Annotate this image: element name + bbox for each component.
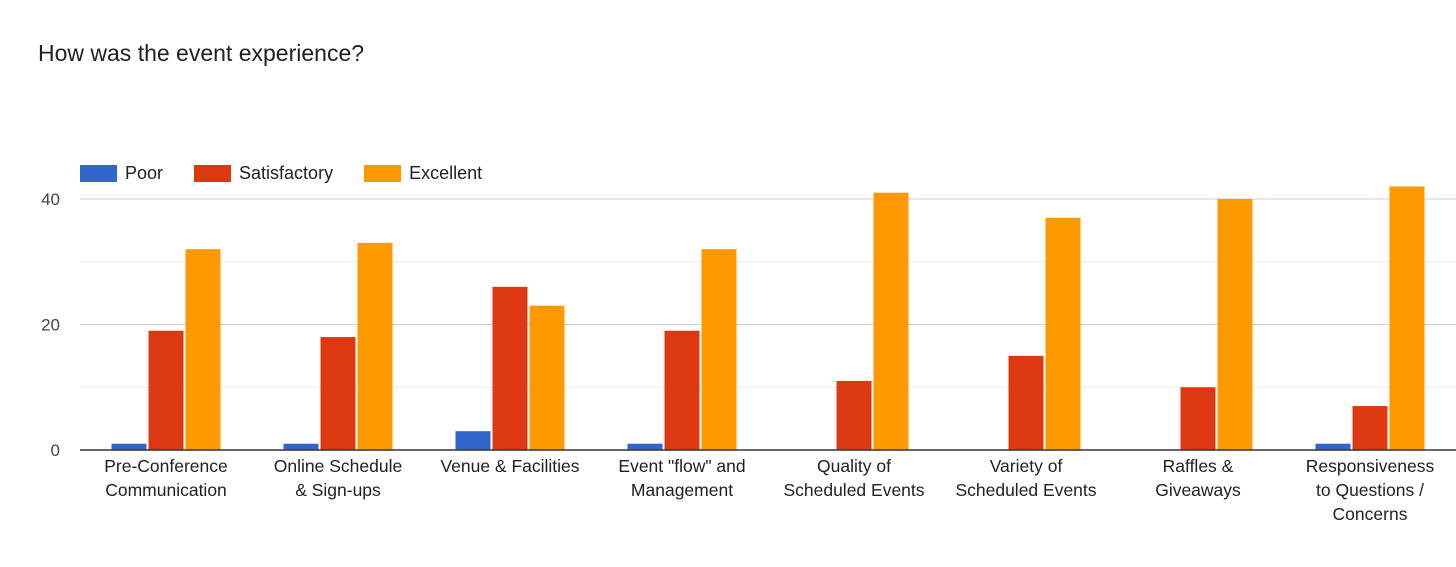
bar-satisfactory-6[interactable] <box>1180 387 1216 450</box>
legend-entry-satisfactory[interactable]: Satisfactory <box>194 163 333 184</box>
bar-poor-3[interactable] <box>627 443 663 450</box>
x-category-label-line: Giveaways <box>1155 480 1241 500</box>
x-category-label-line: Communication <box>105 480 227 500</box>
x-category-label: Quality of Scheduled Events <box>783 456 924 500</box>
x-category-label: Responsiveness to Questions / Concerns <box>1306 456 1435 524</box>
bar-satisfactory-2[interactable] <box>492 286 528 450</box>
bar-satisfactory-3[interactable] <box>664 330 700 450</box>
bar-satisfactory-5[interactable] <box>1008 355 1044 450</box>
x-category-label: Venue & Facilities <box>440 456 579 476</box>
bar-poor-2[interactable] <box>455 431 491 450</box>
y-tick-label: 40 <box>41 190 60 209</box>
x-category-label-line: Pre-Conference <box>104 456 228 476</box>
bar-poor-0[interactable] <box>111 443 147 450</box>
legend-label-poor: Poor <box>125 163 164 183</box>
x-category-label-line: Management <box>631 480 733 500</box>
x-category-label-line: Scheduled Events <box>955 480 1096 500</box>
x-category-label-line: Venue & Facilities <box>440 456 579 476</box>
bar-satisfactory-4[interactable] <box>836 380 872 450</box>
bar-satisfactory-7[interactable] <box>1352 406 1388 450</box>
x-category-label-line: Quality of <box>817 456 891 476</box>
legend: Poor Satisfactory Excellent <box>80 163 513 184</box>
x-category-label-line: Online Schedule <box>274 456 402 476</box>
x-category-label-line: Raffles & <box>1163 456 1234 476</box>
bar-excellent-2[interactable] <box>529 305 565 450</box>
x-category-label-line: Responsiveness <box>1306 456 1435 476</box>
x-category-label-line: Event "flow" and <box>618 456 745 476</box>
x-category-label-line: Concerns <box>1333 504 1408 524</box>
bar-excellent-5[interactable] <box>1045 217 1081 450</box>
bar-excellent-7[interactable] <box>1389 186 1425 450</box>
legend-label-excellent: Excellent <box>409 163 483 183</box>
legend-entry-excellent[interactable]: Excellent <box>364 163 482 184</box>
legend-label-satisfactory: Satisfactory <box>239 163 334 183</box>
chart-title: How was the event experience? <box>38 40 365 66</box>
legend-swatch-excellent <box>364 165 402 182</box>
legend-swatch-poor <box>80 165 117 182</box>
bar-excellent-3[interactable] <box>701 249 737 450</box>
legend-swatch-satisfactory <box>194 165 232 182</box>
x-category-label: Online Schedule & Sign-ups <box>274 456 402 500</box>
bar-satisfactory-1[interactable] <box>320 337 356 450</box>
y-tick-label: 20 <box>41 316 60 335</box>
x-category-label-line: Scheduled Events <box>783 480 924 500</box>
bar-satisfactory-0[interactable] <box>148 330 184 450</box>
x-category-label: Raffles & Giveaways <box>1155 456 1241 500</box>
bar-excellent-4[interactable] <box>873 192 909 450</box>
x-category-label: Variety of Scheduled Events <box>955 456 1096 500</box>
bar-excellent-6[interactable] <box>1217 199 1253 450</box>
legend-entry-poor[interactable]: Poor <box>80 163 163 184</box>
x-category-label: Event "flow" and Management <box>618 456 745 500</box>
bar-excellent-1[interactable] <box>357 242 393 450</box>
y-tick-label: 0 <box>51 441 60 460</box>
x-category-label-line: Variety of <box>990 456 1063 476</box>
x-category-label: Pre-Conference Communication <box>104 456 228 500</box>
bar-excellent-0[interactable] <box>185 249 221 450</box>
x-category-label-line: to Questions / <box>1316 480 1424 500</box>
x-category-label-line: & Sign-ups <box>295 480 381 500</box>
bar-poor-1[interactable] <box>283 443 319 450</box>
bar-poor-7[interactable] <box>1315 443 1351 450</box>
